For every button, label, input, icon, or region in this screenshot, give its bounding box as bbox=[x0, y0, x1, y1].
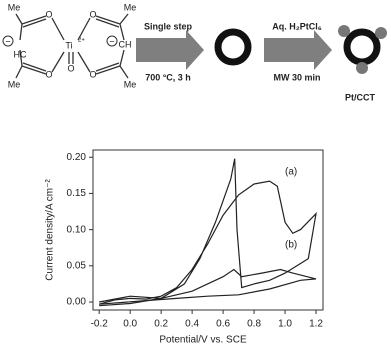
arrow-label: MW 30 min bbox=[273, 72, 320, 82]
y-tick-label: 0.15 bbox=[67, 188, 87, 199]
cv-curve bbox=[99, 158, 317, 307]
metal: Ti bbox=[65, 40, 72, 50]
x-tick-label: 0.4 bbox=[185, 319, 199, 330]
minus-circle bbox=[2, 35, 14, 47]
cct-ring bbox=[214, 28, 252, 66]
ch-left: HC bbox=[14, 49, 27, 59]
x-axis-label: Potential/V vs. SCE bbox=[159, 335, 247, 346]
molecule: − − Me Me Me Me HC CH O O O O O Ti 2+ bbox=[2, 2, 137, 89]
ch-right: CH bbox=[119, 39, 132, 49]
oxygen: O bbox=[45, 69, 52, 79]
annotation: (b) bbox=[285, 240, 297, 251]
oxygen: O bbox=[67, 63, 74, 73]
arrow-label: 700 °C, 3 h bbox=[145, 72, 191, 82]
charge: 2+ bbox=[78, 38, 85, 44]
minus: − bbox=[109, 36, 114, 46]
oxygen: O bbox=[89, 9, 96, 19]
x-tick-label: 0.2 bbox=[154, 319, 168, 330]
minus: − bbox=[5, 36, 10, 46]
methyl: Me bbox=[8, 2, 21, 12]
x-tick-label: 0.6 bbox=[216, 319, 230, 330]
y-axis-label: Current density/A cm⁻² bbox=[45, 179, 56, 281]
oxygen: O bbox=[89, 69, 96, 79]
cv-curve bbox=[99, 268, 317, 305]
arrow bbox=[264, 30, 332, 70]
methyl: Me bbox=[124, 79, 137, 89]
arrow bbox=[136, 30, 204, 70]
product-label: Pt/CCT bbox=[345, 92, 375, 102]
y-tick-label: 0.00 bbox=[67, 297, 87, 308]
annotation: (a) bbox=[285, 167, 297, 178]
y-tick-label: 0.20 bbox=[67, 152, 87, 163]
arrow-label: Aq. H₂PtCl₆ bbox=[272, 21, 322, 31]
x-tick-label: 1.0 bbox=[278, 319, 292, 330]
methyl: Me bbox=[8, 79, 21, 89]
arrow-label: Single step bbox=[144, 21, 193, 31]
y-tick-label: 0.05 bbox=[67, 260, 87, 271]
x-tick-label: -0.2 bbox=[91, 319, 109, 330]
oxygen: O bbox=[45, 9, 52, 19]
minus-circle bbox=[106, 35, 118, 47]
methyl: Me bbox=[124, 2, 137, 12]
x-tick-label: 1.2 bbox=[309, 319, 323, 330]
pt-cct-particle bbox=[338, 25, 387, 74]
x-tick-label: 0.8 bbox=[247, 319, 261, 330]
y-tick-label: 0.10 bbox=[67, 224, 87, 235]
x-tick-label: 0.0 bbox=[123, 319, 137, 330]
